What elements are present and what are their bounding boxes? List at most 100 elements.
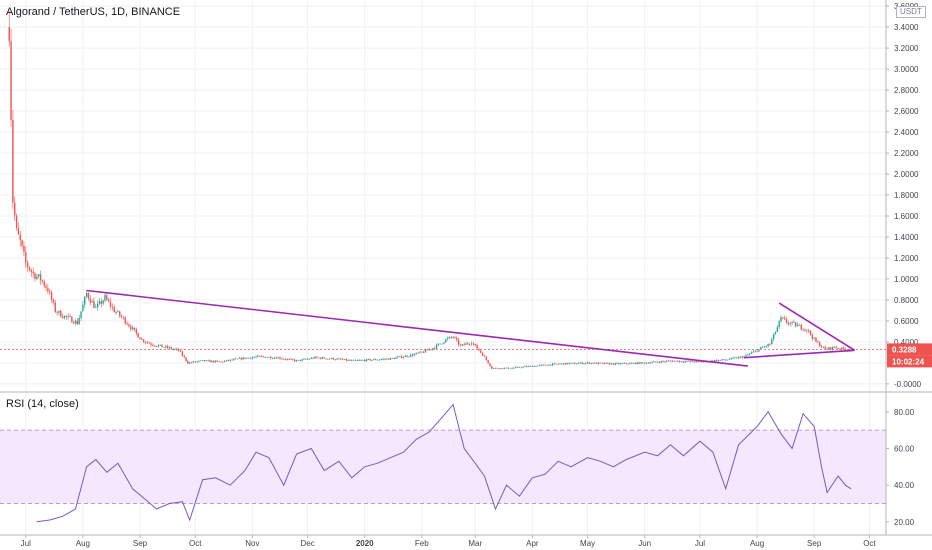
trendline[interactable] xyxy=(744,349,855,359)
candle-body xyxy=(17,227,20,235)
candle-body xyxy=(159,344,161,346)
candle-body xyxy=(771,339,773,345)
candle-body xyxy=(386,358,388,360)
candle-body xyxy=(636,362,639,365)
candle-body xyxy=(146,342,149,344)
candle-body xyxy=(14,202,16,216)
candle-body xyxy=(695,361,697,363)
candle-body xyxy=(196,361,198,363)
candle-body xyxy=(579,362,581,364)
candle-body xyxy=(470,343,473,345)
candle-body xyxy=(616,363,618,364)
candle-body xyxy=(422,352,425,353)
candle-body xyxy=(257,355,259,357)
candle-body xyxy=(754,350,756,352)
candle-body xyxy=(236,358,239,360)
candle-body xyxy=(419,351,421,353)
candle-body xyxy=(820,346,823,348)
candle-body xyxy=(469,343,471,345)
candle-body xyxy=(796,324,799,327)
candle-body xyxy=(713,360,716,362)
candle-body xyxy=(325,358,327,360)
candle-body xyxy=(522,366,524,368)
candle-body xyxy=(432,348,434,350)
candle-body xyxy=(605,362,607,364)
candle-body xyxy=(365,359,368,362)
candle-body xyxy=(415,352,417,354)
candle-body xyxy=(588,362,591,364)
candle-body xyxy=(492,368,495,369)
candle-body xyxy=(590,362,592,364)
candle-body xyxy=(511,367,513,369)
price-tick-label: 2.2000 xyxy=(894,149,919,158)
candle-body xyxy=(410,354,412,357)
price-tick-label: -0.0000 xyxy=(894,380,922,389)
candle-body xyxy=(308,358,311,360)
candle-body xyxy=(750,352,753,354)
trendline[interactable] xyxy=(778,302,856,351)
candle-body xyxy=(87,293,90,299)
candle-body xyxy=(669,360,672,362)
currency-label[interactable]: USDT xyxy=(896,6,926,18)
price-tick-label: 2.6000 xyxy=(894,107,919,116)
candle-body xyxy=(649,362,651,364)
candle-body xyxy=(312,357,314,359)
candle-body xyxy=(634,362,637,365)
candle-body xyxy=(673,360,675,362)
candle-body xyxy=(745,355,747,357)
candle-body xyxy=(323,357,325,359)
candle-body xyxy=(509,368,511,370)
rsi-series-line xyxy=(36,403,852,523)
candle-body xyxy=(597,362,600,364)
candle-body xyxy=(734,357,736,359)
price-tick-label: 3.4000 xyxy=(894,23,919,32)
candle-body xyxy=(224,360,226,362)
candle-body xyxy=(767,343,769,347)
candle-body xyxy=(253,357,255,358)
candle-body xyxy=(675,360,677,362)
candle-body xyxy=(393,358,395,359)
candle-body xyxy=(411,354,414,356)
candle-body xyxy=(833,346,836,348)
candle-body xyxy=(476,344,478,349)
candle-body xyxy=(380,359,382,361)
candle-body xyxy=(824,346,826,349)
candle-body xyxy=(620,363,622,365)
candle-body xyxy=(200,360,202,362)
candle-body xyxy=(85,293,88,297)
candle-body xyxy=(203,360,206,362)
candle-body xyxy=(535,365,537,367)
candle-body xyxy=(72,322,75,324)
time-tick-label: 2020 xyxy=(356,539,374,548)
candle-body xyxy=(550,364,552,366)
trendline[interactable] xyxy=(86,289,748,367)
rsi-tick-label: 20.00 xyxy=(894,518,915,527)
candle-body xyxy=(443,342,445,344)
candle-body xyxy=(434,348,436,349)
candle-body xyxy=(500,367,502,369)
time-tick-label: Jul xyxy=(695,539,705,548)
candle-body xyxy=(268,356,270,358)
candle-body xyxy=(240,357,243,360)
candle-body xyxy=(131,327,134,330)
candle-body xyxy=(756,350,758,352)
candle-body xyxy=(211,360,213,362)
candle-body xyxy=(89,298,91,303)
candle-body xyxy=(719,360,721,361)
candle-body xyxy=(776,327,779,332)
candle-body xyxy=(21,240,23,246)
candle-body xyxy=(155,346,158,347)
candle-body xyxy=(135,329,138,334)
candle-body xyxy=(467,343,469,345)
candle-body xyxy=(621,363,624,365)
trendlines-layer[interactable] xyxy=(86,289,856,367)
candle-body xyxy=(402,357,405,358)
candle-body xyxy=(811,334,814,339)
candle-body xyxy=(806,329,808,331)
candle-body xyxy=(65,315,68,317)
candle-body xyxy=(465,343,467,345)
candle-body xyxy=(299,359,301,361)
price-tick-label: 2.8000 xyxy=(894,86,919,95)
candle-body xyxy=(102,300,104,304)
